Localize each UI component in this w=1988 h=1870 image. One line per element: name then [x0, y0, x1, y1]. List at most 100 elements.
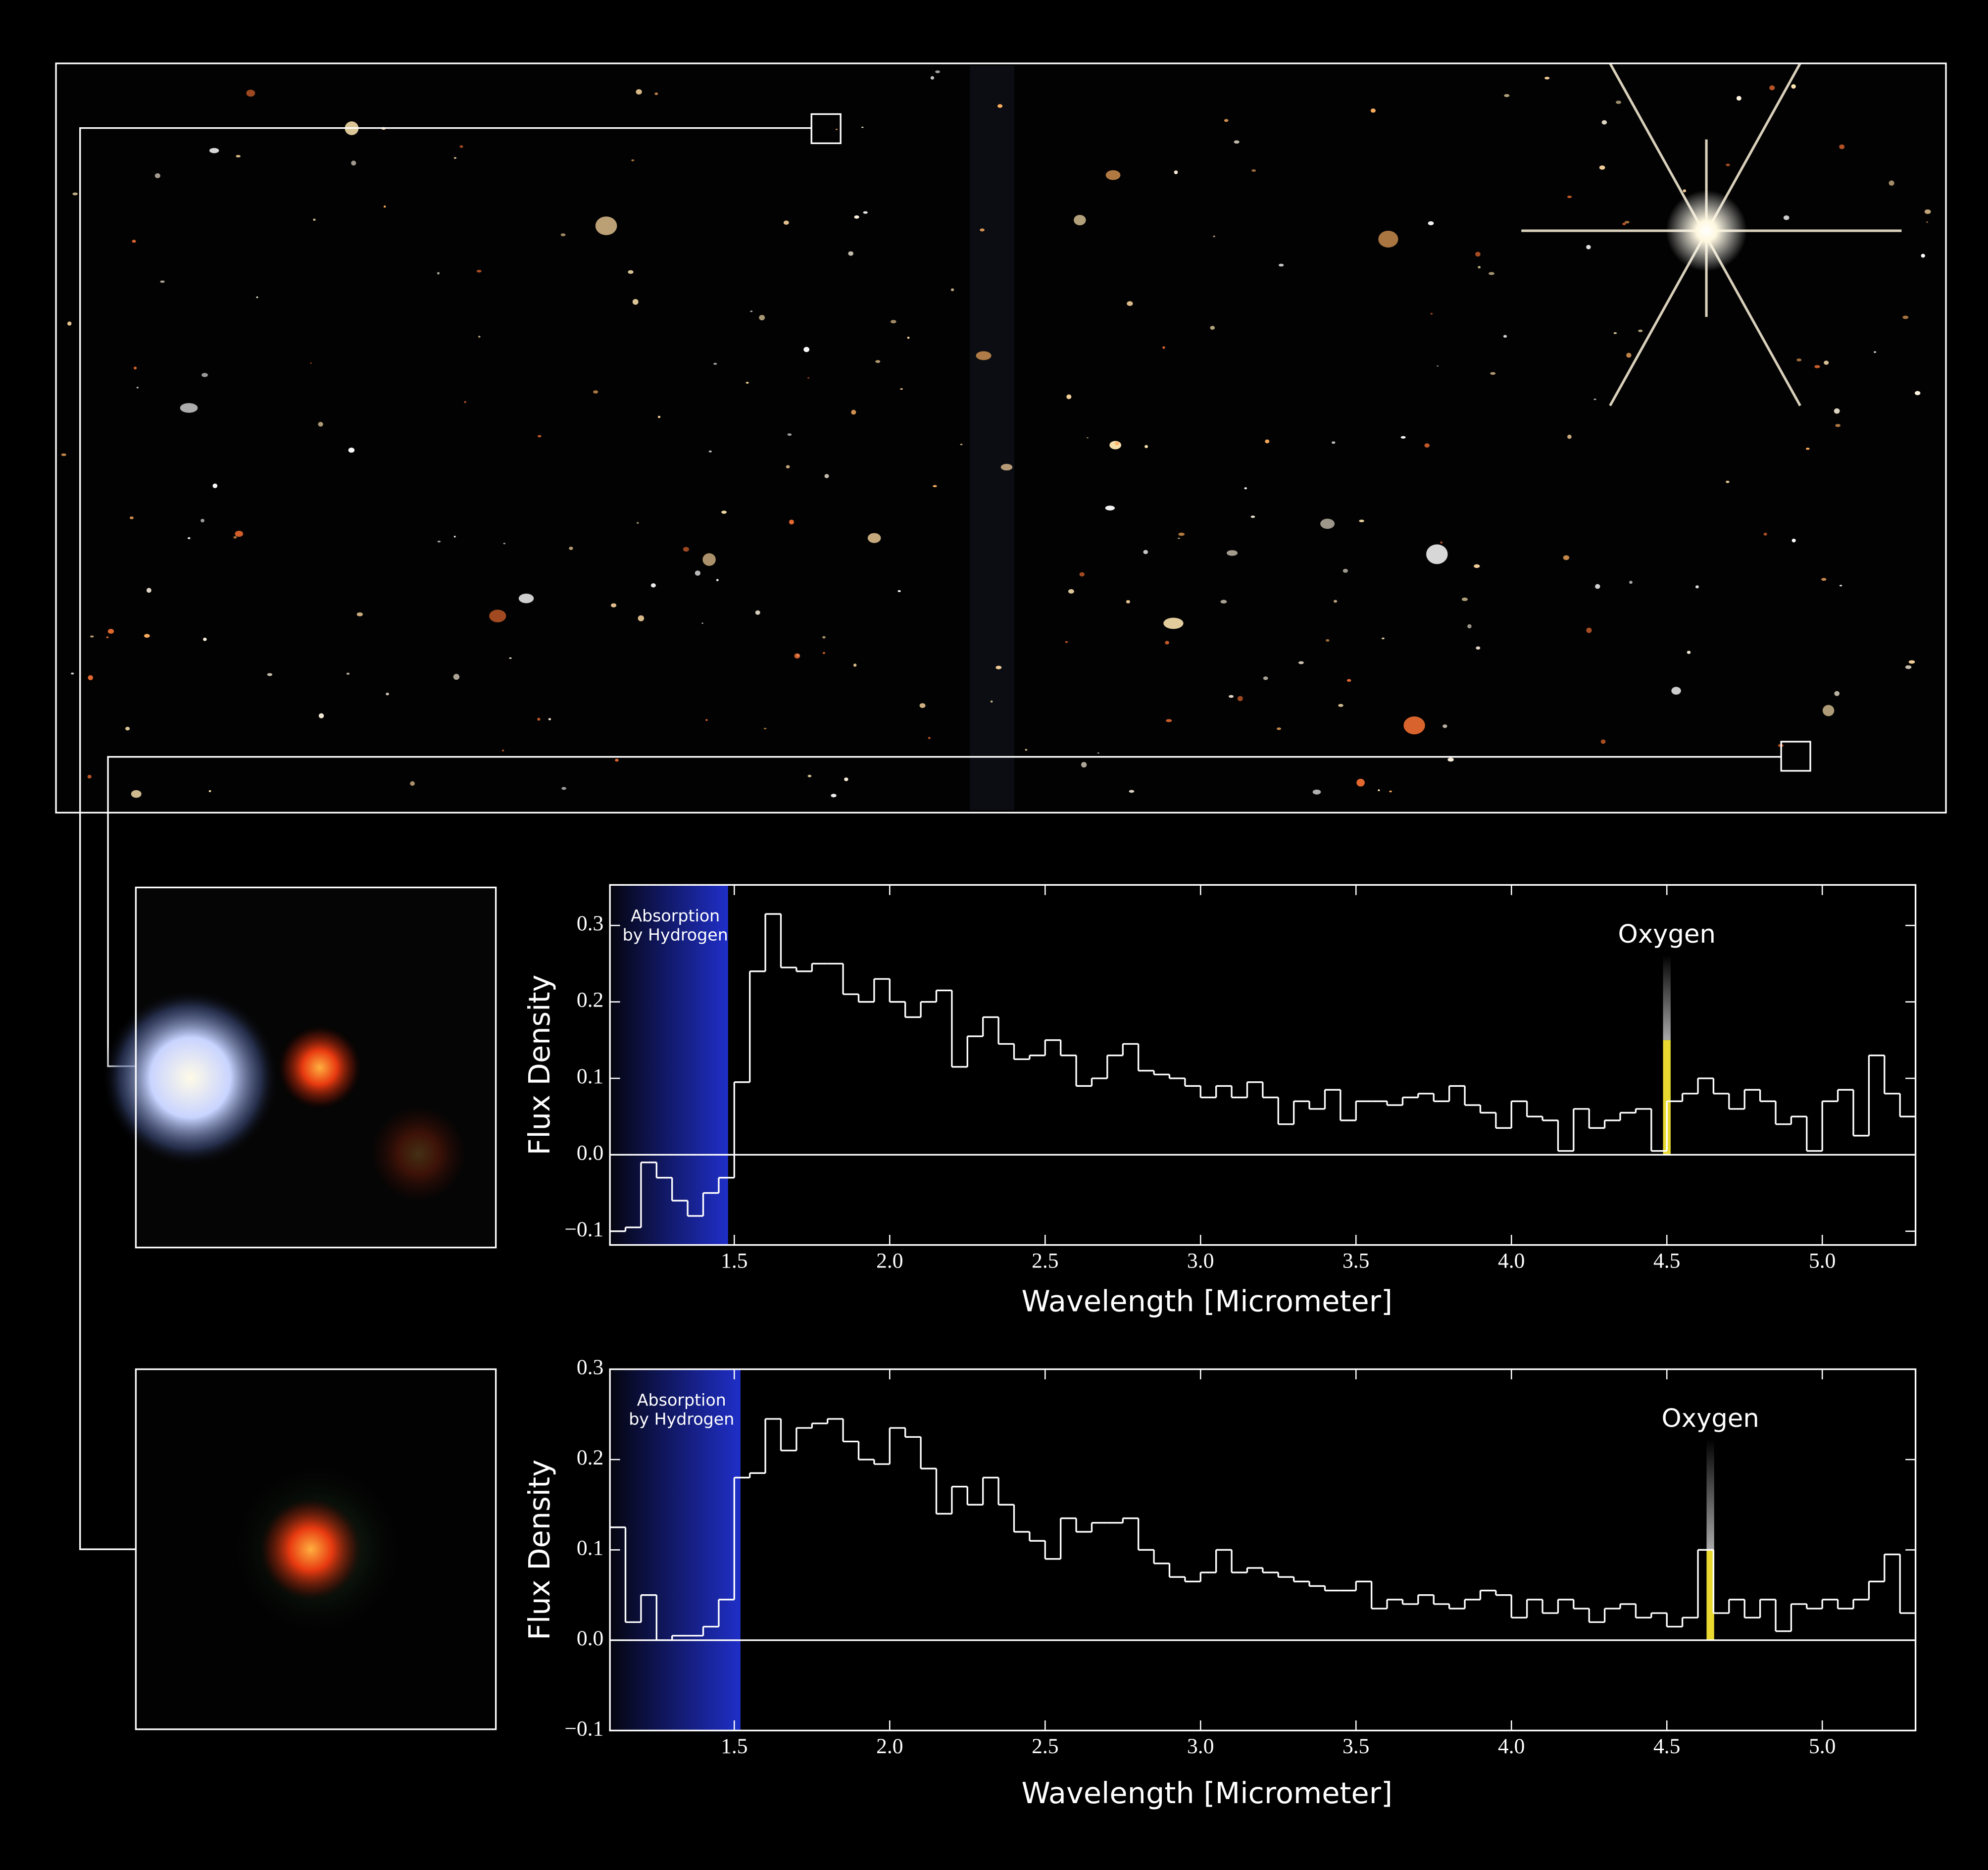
x-tick-label: 5.0 [1809, 1734, 1836, 1758]
band-label: Absorption [631, 906, 720, 925]
galaxy [1921, 253, 1925, 258]
galaxy [763, 727, 767, 730]
galaxy [1278, 263, 1284, 267]
plot-frame [609, 884, 1917, 1246]
galaxy [368, 1103, 469, 1205]
galaxy [200, 518, 204, 523]
galaxy [1346, 679, 1351, 682]
galaxy [386, 692, 389, 696]
galaxy [180, 403, 198, 413]
galaxy [611, 603, 617, 607]
band-label: Absorption [637, 1390, 726, 1410]
galaxy [1889, 180, 1894, 186]
galaxy [125, 726, 130, 731]
galaxy [1902, 315, 1909, 319]
galaxy [437, 272, 440, 275]
x-tick-label: 4.0 [1498, 1249, 1525, 1272]
galaxy [990, 700, 993, 703]
galaxy [1769, 85, 1775, 91]
galaxy [1277, 727, 1281, 730]
galaxy [1490, 372, 1496, 375]
galaxy [1475, 252, 1481, 257]
galaxy [1213, 235, 1215, 237]
galaxy [702, 553, 716, 566]
x-axis-label: Wavelength [Micrometer] [1021, 1776, 1392, 1810]
galaxy [1166, 719, 1172, 722]
galaxy [1791, 84, 1796, 89]
galaxy [1926, 221, 1928, 223]
galaxy [1263, 676, 1268, 680]
galaxy [1424, 443, 1430, 448]
galaxy [1824, 360, 1829, 365]
galaxy [1359, 519, 1364, 522]
galaxy [1229, 695, 1234, 698]
galaxy [1563, 555, 1570, 560]
galaxy [950, 288, 954, 292]
galaxy [61, 453, 66, 456]
galaxy [208, 790, 211, 792]
galaxy [783, 220, 789, 225]
galaxy [891, 320, 896, 324]
line-label: Oxygen [1618, 919, 1716, 949]
galaxy [160, 280, 165, 283]
galaxy [1586, 245, 1591, 250]
galaxy [88, 675, 94, 680]
galaxy [106, 636, 109, 638]
galaxy [1595, 584, 1600, 589]
galaxy [509, 657, 512, 659]
galaxy [683, 547, 689, 552]
galaxy [1440, 541, 1443, 544]
galaxy [1298, 661, 1304, 664]
galaxy [1382, 637, 1385, 640]
galaxy [1174, 170, 1178, 174]
galaxy [72, 192, 78, 196]
galaxy [136, 387, 139, 389]
galaxy [1814, 365, 1820, 368]
galaxy [1342, 568, 1348, 573]
galaxy [631, 159, 635, 161]
galaxy [654, 92, 658, 95]
galaxy [807, 774, 812, 777]
galaxy [853, 663, 857, 667]
galaxy [1389, 790, 1392, 793]
galaxy [310, 362, 312, 364]
absorption-band [610, 1369, 741, 1731]
galaxy [1599, 165, 1605, 170]
galaxy [146, 588, 151, 593]
galaxy [1226, 550, 1238, 556]
galaxy [960, 444, 963, 445]
galaxy [235, 530, 244, 537]
x-axis-label: Wavelength [Micrometer] [1021, 1284, 1392, 1318]
galaxy [759, 315, 765, 321]
galaxy [861, 126, 864, 128]
galaxy [1839, 585, 1842, 587]
galaxy [851, 409, 856, 415]
detector-gap [970, 66, 1014, 810]
galaxy [632, 299, 639, 305]
y-tick-label: 0.3 [577, 911, 603, 935]
absorption-band [610, 885, 728, 1245]
cutout-2 [135, 1368, 497, 1730]
galaxy [1791, 538, 1796, 543]
galaxy [1115, 442, 1119, 446]
galaxy [561, 787, 566, 790]
x-tick-label: 3.5 [1342, 1249, 1369, 1272]
cutout-frame [135, 1368, 497, 1730]
galaxy [348, 448, 355, 453]
galaxy [318, 422, 323, 427]
galaxy [980, 228, 985, 232]
galaxy [595, 216, 617, 235]
galaxy [787, 433, 792, 436]
galaxy [71, 672, 74, 675]
galaxy [1805, 448, 1810, 450]
galaxy [1783, 215, 1789, 220]
galaxy [1695, 585, 1699, 589]
galaxy [1081, 762, 1087, 768]
galaxy [695, 570, 700, 576]
galaxy [209, 148, 219, 153]
galaxy [1839, 144, 1845, 150]
galaxy [1624, 221, 1630, 224]
y-tick-label: 0.1 [577, 1536, 603, 1560]
galaxy [907, 337, 910, 339]
